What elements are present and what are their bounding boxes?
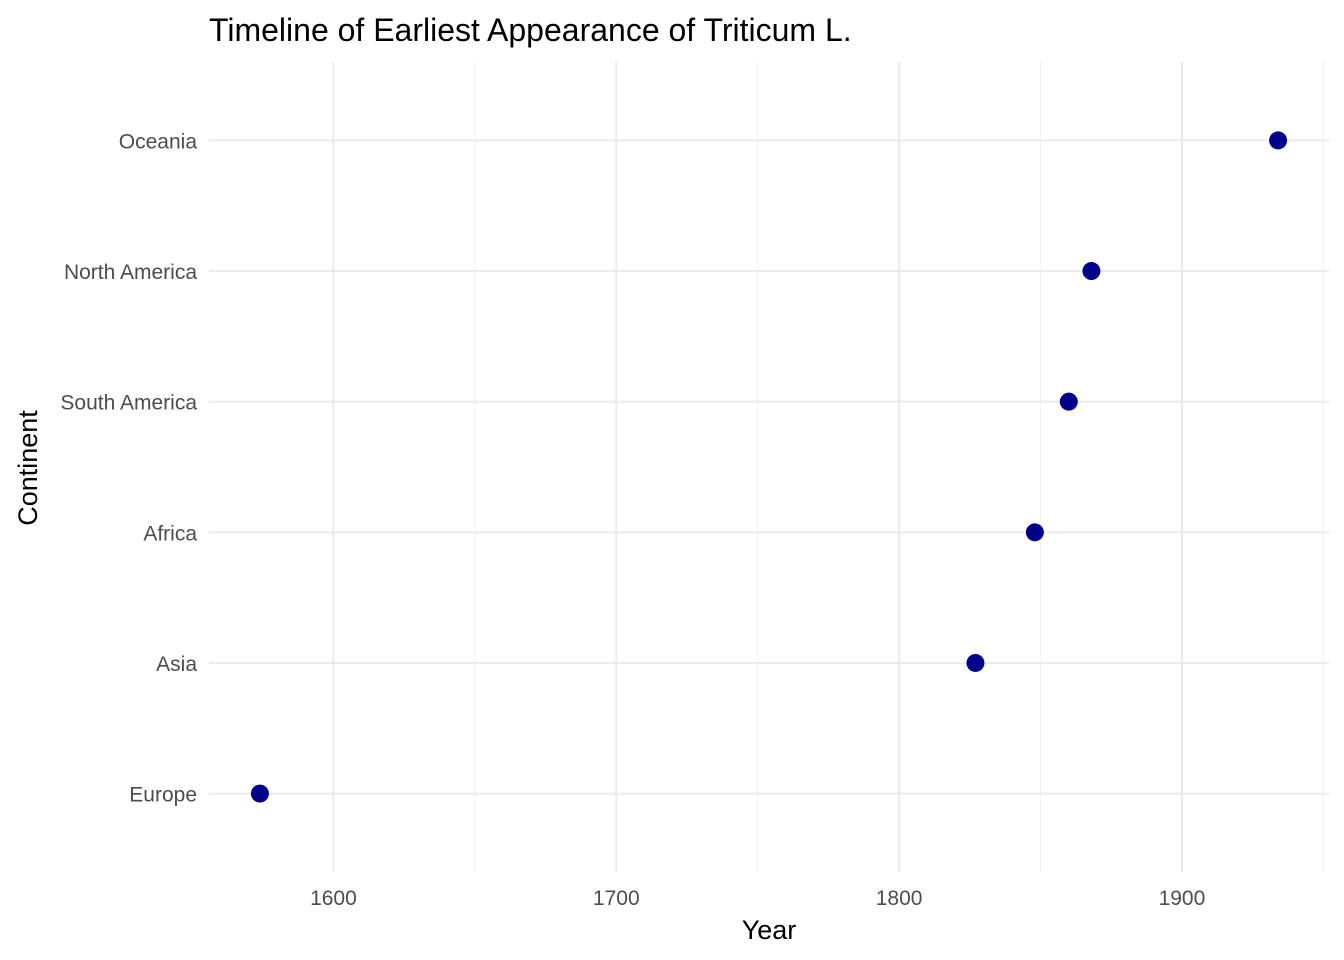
x-axis-title: Year <box>742 915 797 945</box>
y-tick-label: North America <box>64 261 197 284</box>
chart-title: Timeline of Earliest Appearance of Triti… <box>209 12 852 48</box>
grid <box>209 62 1329 872</box>
y-tick-label: Europe <box>129 784 197 807</box>
x-axis-ticks: 1600 1700 1800 1900 <box>310 887 1205 910</box>
y-axis-title: Continent <box>13 410 43 526</box>
y-axis-ticks: Europe Asia Africa South America North Ameri… <box>60 130 197 806</box>
data-point <box>1059 392 1078 411</box>
y-tick-label: South America <box>60 392 197 415</box>
data-points <box>250 131 1288 803</box>
data-point <box>1025 523 1044 542</box>
x-tick-label: 1600 <box>310 887 357 910</box>
x-tick-label: 1700 <box>593 887 640 910</box>
data-point <box>250 784 269 803</box>
y-tick-label: Africa <box>143 522 197 545</box>
data-point <box>1269 131 1288 150</box>
data-point <box>1082 262 1101 281</box>
data-point <box>966 653 985 672</box>
y-tick-label: Oceania <box>119 130 198 153</box>
y-tick-label: Asia <box>156 653 197 676</box>
x-tick-label: 1800 <box>876 887 923 910</box>
x-tick-label: 1900 <box>1159 887 1206 910</box>
